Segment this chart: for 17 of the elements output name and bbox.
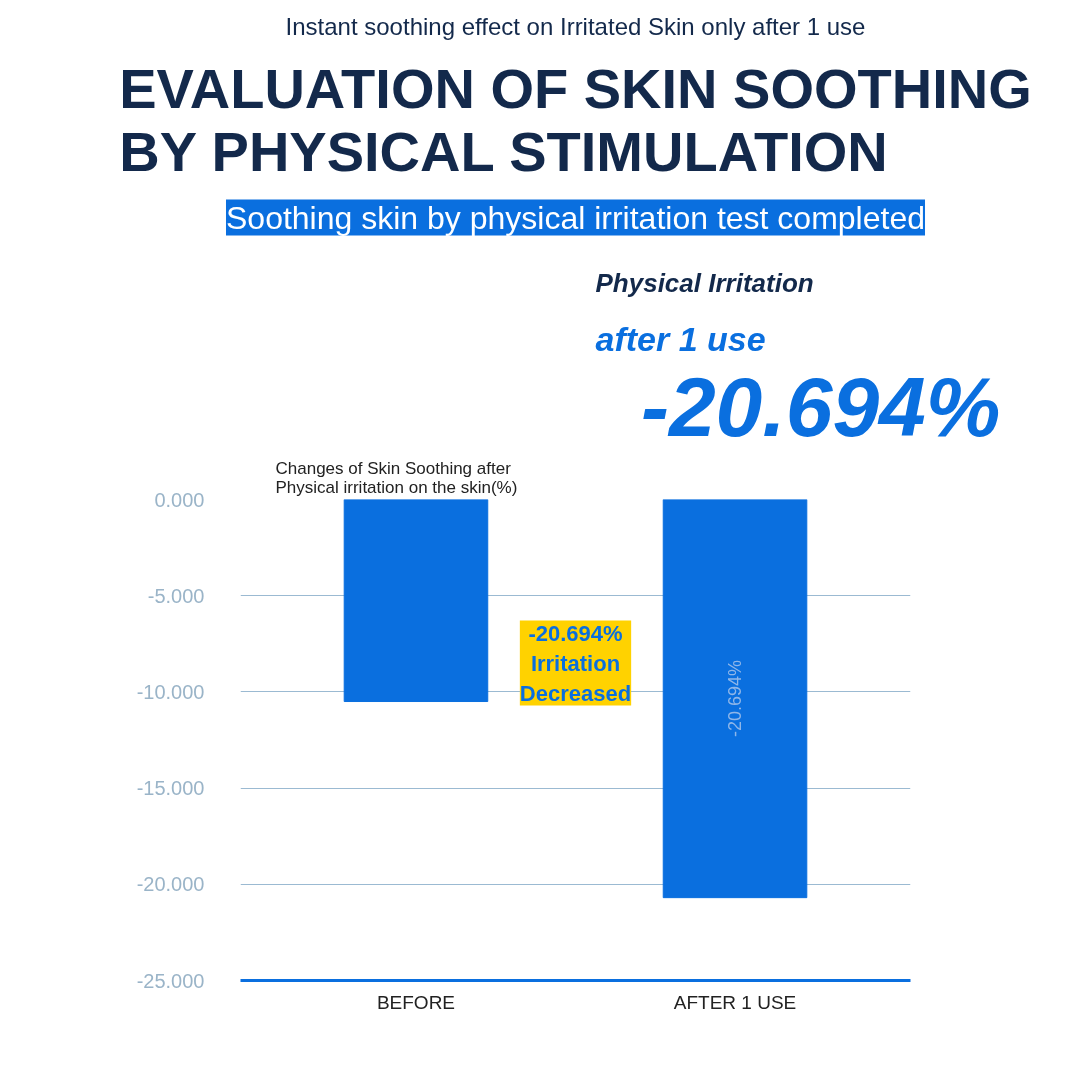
y-tick-label: -25.000: [136, 969, 205, 992]
data-label: -20.694%: [725, 660, 746, 738]
x-tick-label: AFTER 1 USE: [673, 991, 797, 1013]
annotation: -20.694% Irritation Decreased: [519, 620, 632, 706]
y-axis-title: Changes of Skin Soothing after Physical irritation on the skin(%): [275, 458, 518, 497]
y-tick-label: 0.000: [154, 488, 205, 511]
chart-subtitle: Instant soothing effect on Irritated Skin only after 1 use: [285, 12, 866, 40]
text: Physical Irritation: [595, 267, 814, 298]
x-tick-label: BEFORE: [376, 991, 456, 1013]
text: -20.694%: [640, 359, 1001, 454]
y-tick-label: -10.000: [136, 680, 205, 703]
text: after 1 use: [595, 319, 766, 358]
text: Soothing skin by physical irritation test completed: [225, 199, 926, 236]
y-tick-label: -15.000: [136, 777, 205, 800]
y-tick-label: -5.000: [147, 584, 205, 607]
y-tick-label: -20.000: [136, 873, 205, 896]
chart-title: EVALUATION OF SKIN SOOTHING BY PHYSICAL STIMULATION: [119, 56, 1032, 183]
